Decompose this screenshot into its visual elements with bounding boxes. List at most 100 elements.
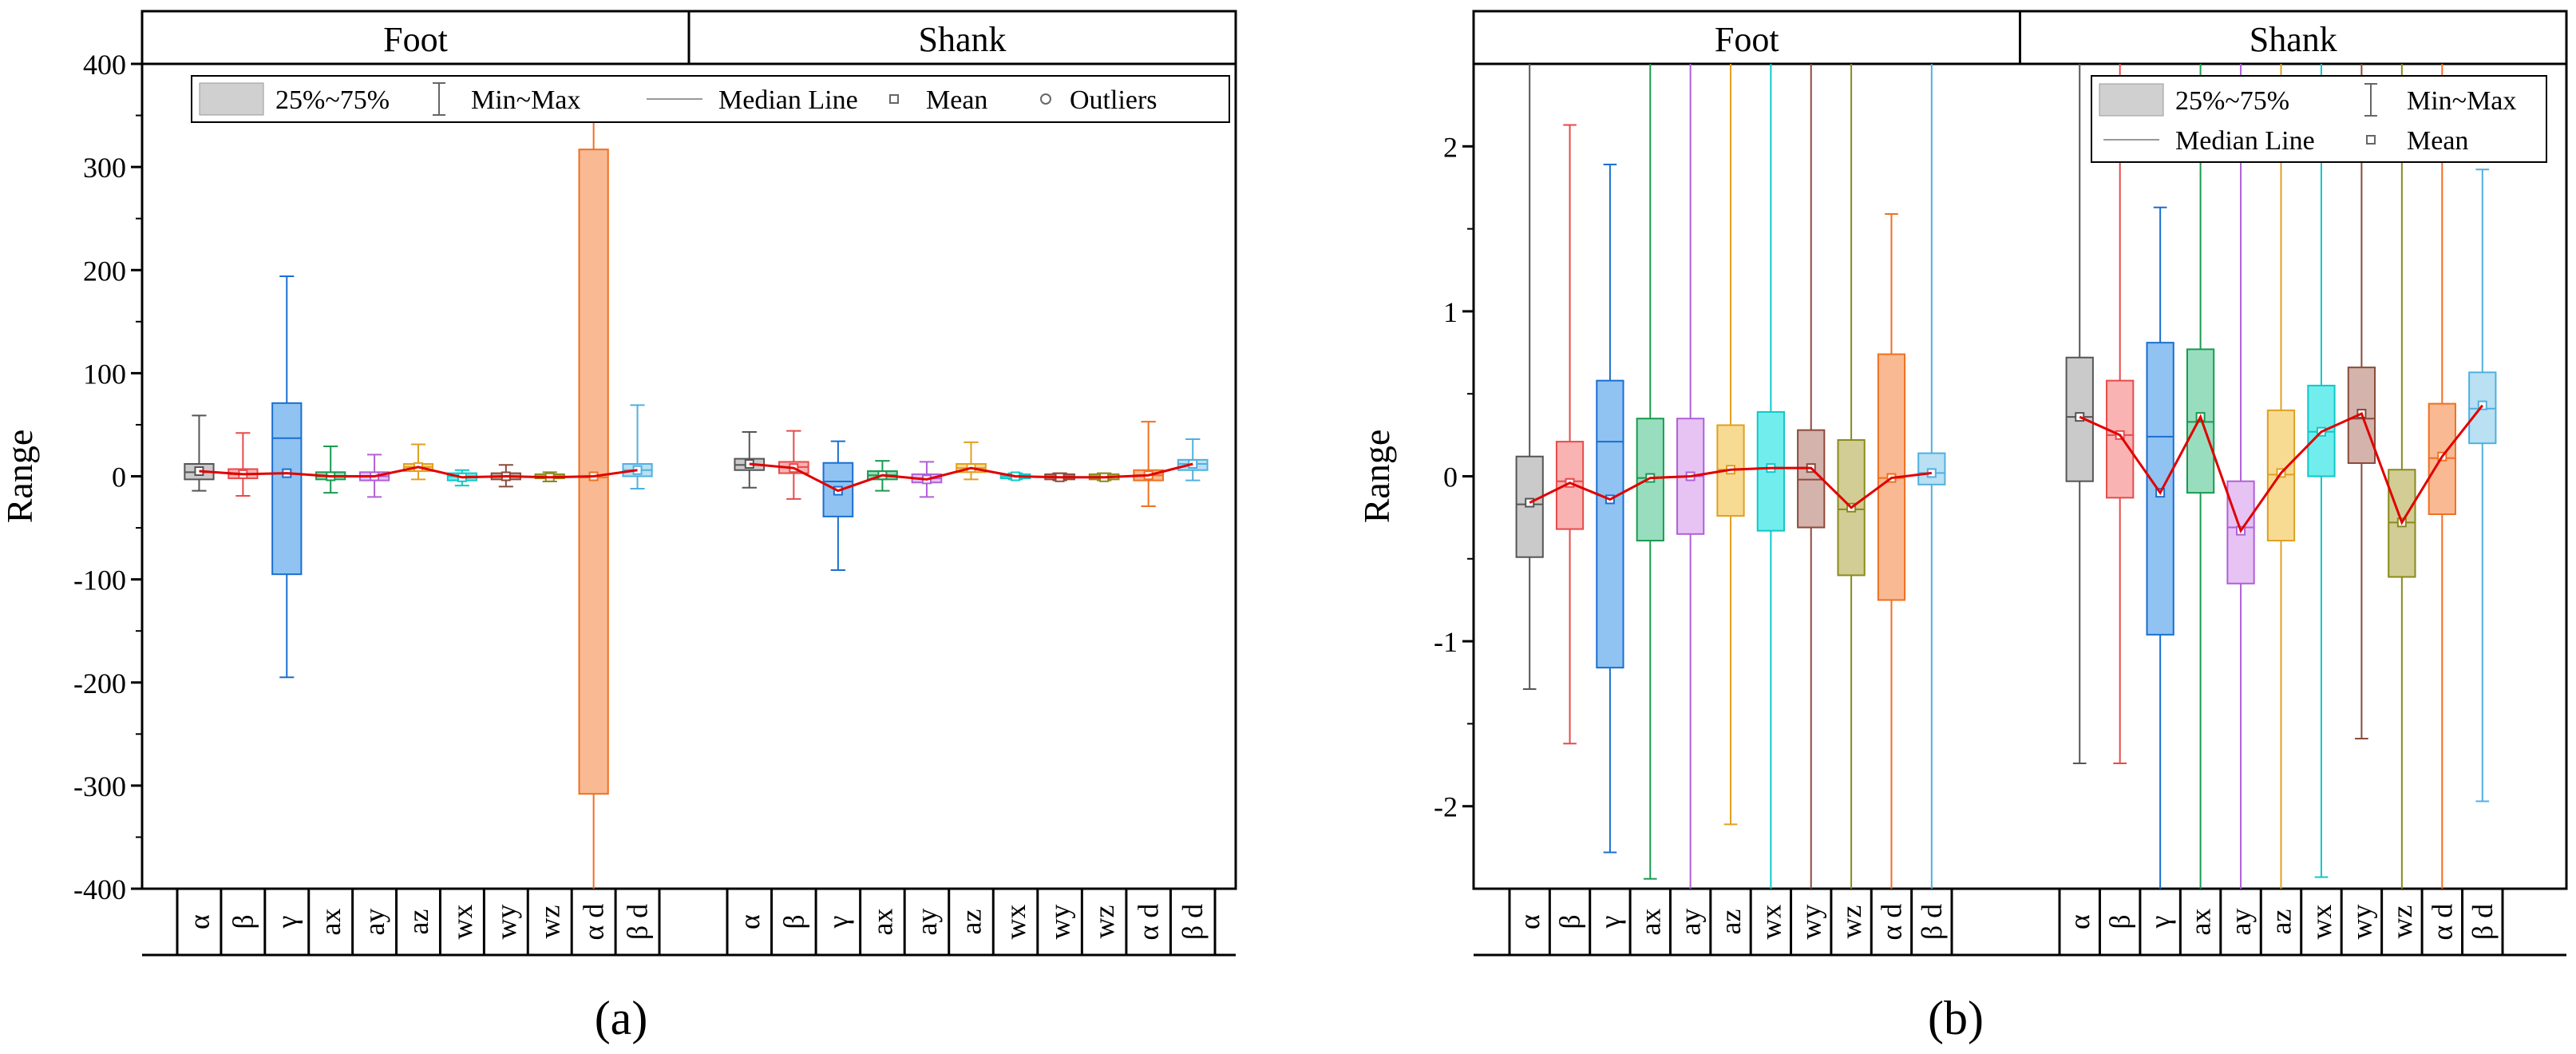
- group-header-shank-a: Shank: [919, 20, 1007, 59]
- category-label-b-0-2: γ: [1594, 915, 1626, 929]
- box-b-shank-5: [2266, 64, 2296, 889]
- box-b-foot-0: [1515, 64, 1544, 691]
- y-tick-label-a-4: 0: [112, 462, 126, 493]
- legend-median-label: Median Line: [718, 85, 858, 115]
- category-label-b-0-9: α d: [1875, 904, 1907, 941]
- box-b-foot-3: [1636, 64, 1664, 880]
- category-label-b-0-3: ax: [1634, 909, 1666, 936]
- box-a-shank-0: [734, 430, 766, 489]
- category-label-b-0-4: ay: [1675, 909, 1707, 936]
- box-a-shank-10: [1177, 438, 1209, 481]
- box-a-foot-2: [271, 275, 303, 679]
- category-label-a-1-7: wy: [1044, 905, 1076, 940]
- category-label-a-1-1: β: [778, 914, 809, 929]
- category-label-b-1-6: wx: [2305, 905, 2337, 940]
- category-label-b-0-0: α: [1514, 914, 1545, 929]
- legend-mean-label: Mean: [926, 85, 987, 115]
- y-tick-label-a-7: 300: [83, 152, 126, 184]
- legend-mean-label: Mean: [2407, 126, 2468, 156]
- box-a-shank-5: [956, 441, 987, 481]
- box-b-foot-6: [1756, 64, 1785, 889]
- box-b-shank-1: [2106, 64, 2135, 764]
- iqr-box: [1636, 418, 1664, 542]
- box-b-shank-6: [2307, 64, 2336, 878]
- box-b-foot-5: [1716, 64, 1745, 826]
- box-b-shank-7: [2347, 64, 2376, 739]
- y-tick-label-a-6: 200: [83, 255, 126, 287]
- y-tick-label-a-5: 100: [83, 358, 126, 390]
- category-label-b-0-7: wy: [1795, 905, 1827, 940]
- iqr-box: [1515, 455, 1544, 558]
- category-label-b-0-8: wz: [1835, 905, 1867, 939]
- group-header-shank-b: Shank: [2250, 20, 2337, 59]
- box-a-foot-10: [622, 404, 653, 489]
- category-label-a-1-8: wz: [1088, 905, 1120, 939]
- plot-frame-a: [140, 10, 1237, 890]
- legend-iqr-swatch: [2099, 83, 2164, 117]
- panel-label-a: (a): [595, 992, 648, 1044]
- category-label-b-1-9: α d: [2426, 904, 2458, 941]
- box-a-foot-0: [184, 414, 215, 492]
- y-tick-label-b-0: -2: [1434, 791, 1458, 823]
- category-label-b-0-10: β d: [1916, 904, 1948, 940]
- y-tick-label-a-3: -100: [73, 565, 126, 596]
- box-a-foot-3: [315, 446, 346, 494]
- category-label-b-0-6: wx: [1755, 905, 1787, 940]
- y-tick-label-b-2: 0: [1443, 462, 1458, 493]
- box-b-shank-8: [2388, 64, 2416, 889]
- legend-minmax-label: Min~Max: [471, 85, 580, 115]
- box-a-foot-9: [578, 120, 609, 889]
- legend-frame: [191, 75, 1230, 123]
- category-label-b-1-1: β: [2104, 914, 2136, 929]
- iqr-box: [271, 402, 303, 576]
- group-header-foot-a: Foot: [383, 20, 448, 59]
- y-tick-label-a-2: -200: [73, 668, 126, 699]
- group-header-foot-b: Foot: [1715, 20, 1779, 59]
- category-label-a-0-4: ay: [358, 909, 390, 936]
- box-b-foot-8: [1837, 64, 1866, 889]
- category-label-a-0-1: β: [227, 914, 259, 929]
- category-label-b-0-5: az: [1715, 909, 1747, 935]
- category-label-a-0-0: α: [183, 914, 215, 929]
- category-label-a-0-9: α d: [578, 904, 610, 941]
- legend-frame: [2091, 75, 2547, 163]
- category-label-a-1-9: α d: [1133, 904, 1165, 941]
- category-label-a-1-3: ax: [866, 909, 898, 936]
- mean-line-b-shank: [2079, 404, 2483, 533]
- y-tick-label-b-3: 1: [1443, 296, 1458, 328]
- category-label-a-1-0: α: [734, 914, 766, 929]
- category-label-a-1-10: β d: [1177, 904, 1209, 940]
- panel-label-b: (b): [1928, 992, 1984, 1044]
- legend-b: 25%~75% Min~Max Median Line Mean: [2091, 75, 2547, 163]
- category-label-a-0-3: ax: [315, 909, 346, 936]
- category-label-a-0-2: γ: [271, 915, 303, 929]
- box-b-shank-10: [2468, 168, 2497, 802]
- category-label-b-1-10: β d: [2467, 904, 2499, 940]
- box-a-shank-9: [1133, 421, 1165, 507]
- iqr-box: [1917, 452, 1946, 485]
- iqr-box: [1797, 429, 1826, 529]
- category-label-b-1-2: γ: [2144, 915, 2176, 929]
- mean-line-b-foot: [1529, 466, 1933, 509]
- category-label-b-1-3: ax: [2185, 909, 2217, 936]
- legend-outliers-swatch: [1040, 93, 1051, 105]
- category-label-b-1-7: wy: [2345, 905, 2377, 940]
- y-tick-label-b-4: 2: [1443, 131, 1458, 163]
- category-label-a-0-7: wy: [490, 905, 522, 940]
- box-b-foot-10: [1917, 64, 1946, 889]
- mean-line-a-foot: [199, 466, 638, 479]
- box-b-foot-7: [1797, 64, 1826, 889]
- box-a-foot-1: [228, 432, 259, 497]
- box-b-shank-9: [2428, 64, 2456, 889]
- category-label-a-1-4: ay: [911, 909, 943, 936]
- legend-iqr-swatch: [199, 82, 264, 116]
- panel-a-chart: Foot Shank -400 -300 -200 -100 0 100 200 300 400 Ra…: [0, 10, 1237, 957]
- category-label-b-1-8: wz: [2386, 905, 2418, 939]
- category-label-a-0-5: az: [402, 909, 434, 935]
- category-label-a-1-6: wx: [999, 905, 1031, 940]
- y-axis-label-a: Range: [0, 430, 40, 524]
- box-b-shank-2: [2146, 206, 2174, 889]
- category-label-a-1-5: az: [956, 909, 987, 935]
- category-label-b-1-4: ay: [2225, 909, 2257, 936]
